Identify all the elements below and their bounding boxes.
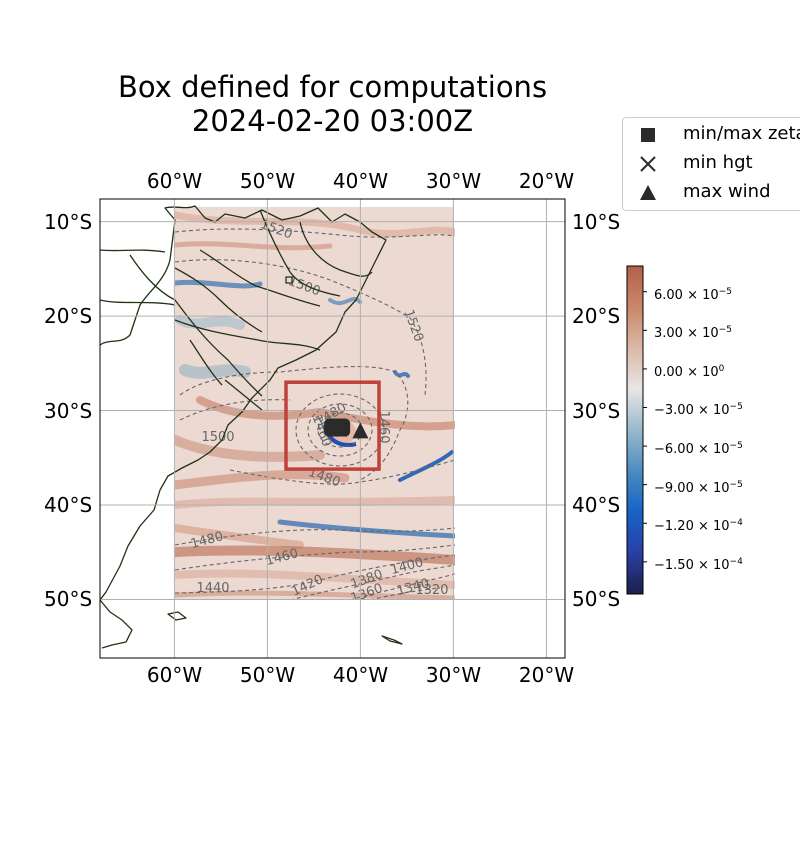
contour-line	[179, 366, 409, 481]
vorticity-band	[175, 435, 325, 462]
axis-tick-label: 50°W	[239, 169, 296, 193]
contour-label: 1440	[196, 581, 229, 596]
coastline	[100, 599, 133, 649]
vorticity-band	[328, 296, 362, 306]
axis-tick-label: 40°S	[44, 493, 93, 517]
vorticity-band	[175, 569, 455, 589]
legend-item-wind: max wind	[623, 180, 800, 204]
contour-label: 1500	[201, 430, 234, 445]
axis-tick-label: 20°W	[518, 663, 575, 687]
colorbar-tick-label: 0.00 × 100	[654, 363, 725, 380]
axis-tick-label: 20°S	[572, 304, 621, 329]
axis-tick-label: 40°S	[572, 493, 621, 517]
coastline	[100, 299, 176, 306]
triangle-marker-icon	[640, 185, 656, 200]
colorbar-tick-label: −6.00 × 10−5	[654, 441, 743, 458]
legend-label: max wind	[683, 181, 771, 202]
legend-label: min hgt	[683, 152, 753, 173]
vorticity-band	[175, 545, 455, 565]
coastline	[189, 339, 223, 386]
vorticity-band	[179, 364, 251, 379]
triangle-marker-icon	[352, 422, 369, 439]
computation-box-rect	[284, 380, 381, 471]
colorbar-tick-label: −1.50 × 10−4	[654, 556, 743, 573]
vorticity-band	[398, 450, 454, 482]
contour-line	[369, 587, 441, 600]
coastline	[100, 249, 166, 253]
coastline	[199, 249, 321, 307]
contour-ring	[295, 393, 385, 467]
south-georgia	[381, 635, 403, 645]
colorbar	[626, 265, 647, 595]
axis-tick-label: 20°W	[518, 169, 575, 193]
map-subtitle-datetime: 2024-02-20 03:00Z	[191, 104, 474, 138]
contour-line	[349, 573, 455, 600]
square-marker-icon	[641, 128, 655, 142]
contour-line	[175, 554, 455, 594]
contour-line	[289, 564, 455, 600]
axis-tick-label: 60°W	[146, 663, 203, 687]
axis-tick-label: 50°W	[239, 663, 296, 687]
vorticity-band	[175, 590, 455, 600]
coastline	[174, 267, 263, 333]
legend-item-hgt: min hgt	[623, 151, 800, 175]
axis-tick-label: 50°S	[44, 587, 93, 612]
x-marker-icon	[640, 156, 656, 172]
vorticity-band	[277, 519, 455, 539]
map-frame	[99, 198, 566, 659]
axis-tick-label: 40°W	[332, 663, 389, 687]
axis-tick-label: 10°S	[44, 209, 93, 234]
axis-tick-label: 50°S	[572, 587, 621, 612]
coastline	[259, 209, 341, 297]
axis-tick-label: 60°W	[146, 169, 203, 193]
legend-item-zeta: min/max zeta	[623, 122, 800, 146]
contour-line	[175, 259, 427, 396]
federal-district	[285, 276, 293, 284]
colorbar-tick-label: −3.00 × 10−5	[654, 402, 743, 419]
legend: min/max zeta min hgt max wind	[622, 117, 800, 211]
colorbar-tick-label: 3.00 × 10−5	[654, 325, 732, 342]
contour-line	[175, 544, 455, 571]
map-title: Box defined for computations	[117, 70, 548, 104]
colorbar-bar	[626, 265, 644, 595]
falkland-islands	[167, 611, 187, 621]
coastline	[174, 319, 321, 351]
contour-line	[179, 399, 291, 421]
axis-tick-label: 30°S	[572, 398, 621, 423]
axis-tick-label: 20°S	[44, 304, 93, 329]
contour-ring	[307, 403, 373, 457]
vorticity-band	[393, 370, 410, 378]
gridlines	[100, 199, 565, 658]
axis-tick-label: 40°W	[332, 169, 389, 193]
vorticity-band	[175, 496, 455, 509]
contour-line	[175, 228, 455, 238]
axis-tick-label: 30°W	[425, 169, 482, 193]
coastline	[224, 379, 263, 411]
x-marker-icon	[336, 425, 348, 438]
axis-tick-label: 30°W	[425, 663, 482, 687]
markers	[324, 418, 369, 439]
contour-label: 1320	[415, 583, 448, 598]
colorbar-tick-label: −9.00 × 10−5	[654, 479, 743, 496]
axis-tick-label: 10°S	[572, 209, 621, 234]
vorticity-band	[175, 524, 304, 549]
colorbar-tick-label: −1.20 × 10−4	[654, 518, 743, 535]
axis-tick-label: 30°S	[44, 398, 93, 423]
vorticity-band	[175, 211, 455, 238]
computation-box	[284, 380, 381, 471]
coastline	[299, 221, 373, 277]
legend-label: min/max zeta	[683, 123, 800, 144]
vorticity-band	[175, 241, 333, 251]
colorbar-tick-label: 6.00 × 10−5	[654, 286, 732, 303]
vorticity-band	[175, 315, 245, 330]
